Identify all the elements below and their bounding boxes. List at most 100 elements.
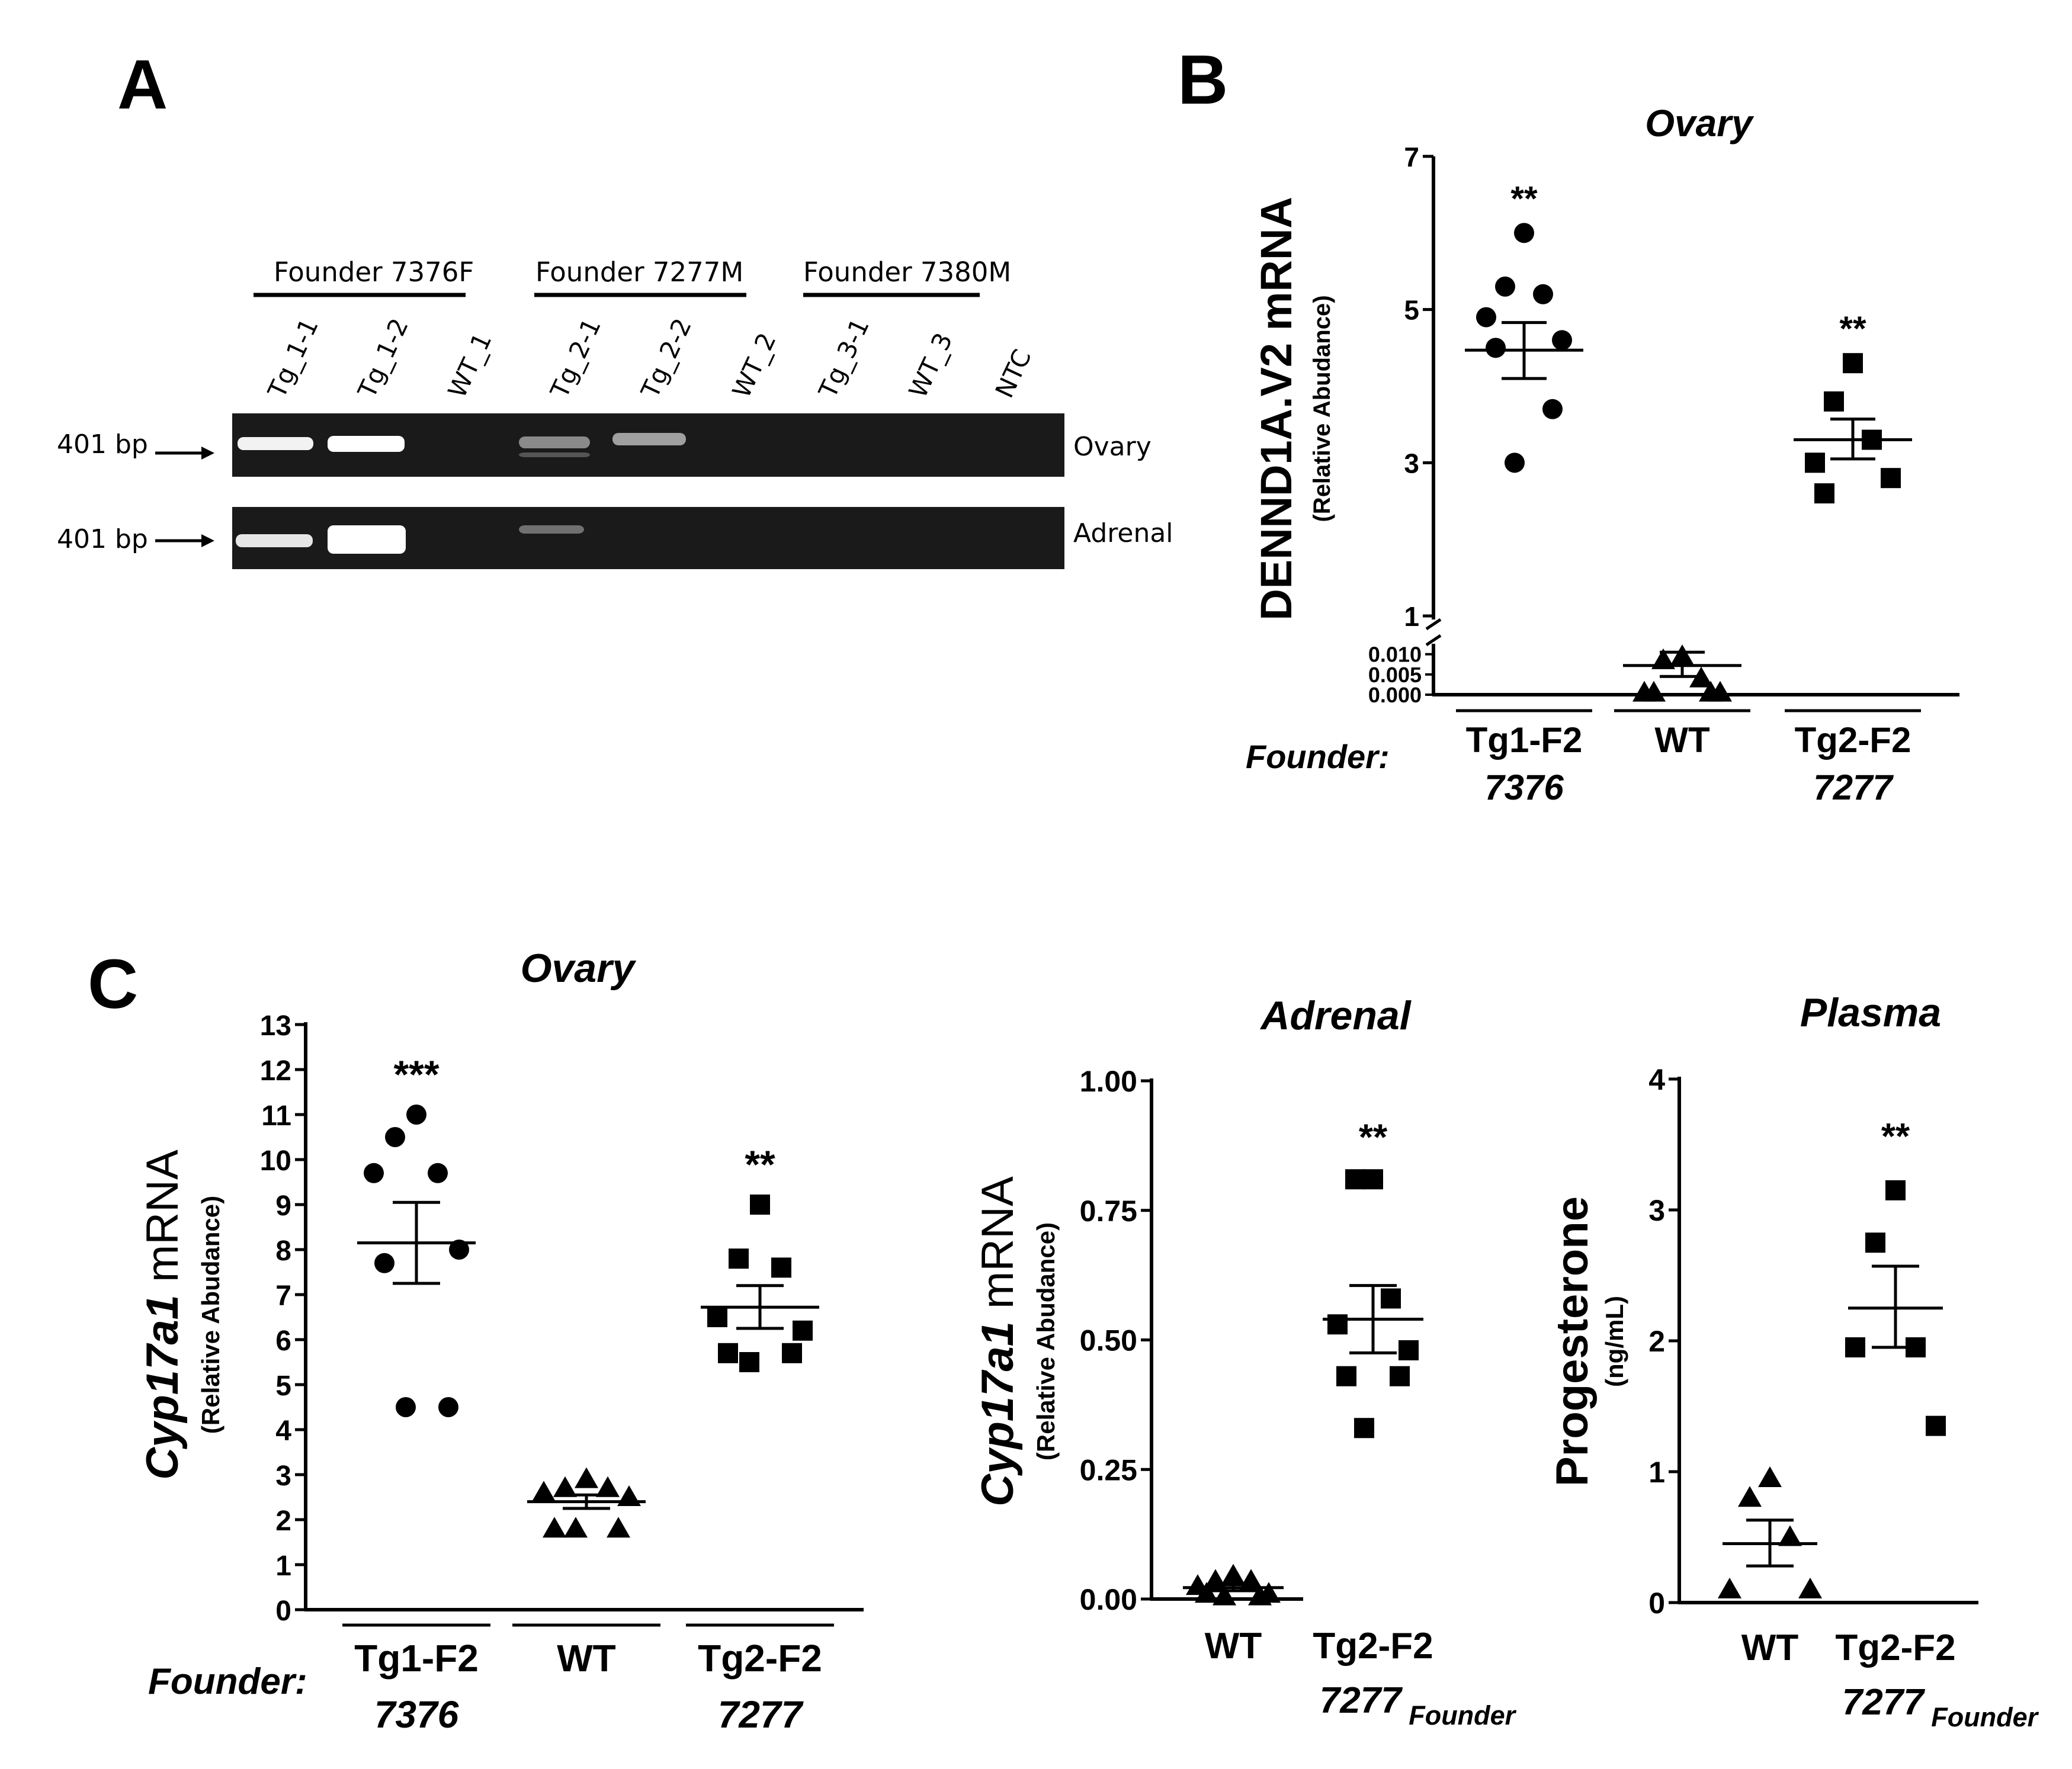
gel-band bbox=[236, 534, 313, 547]
data-point-square bbox=[1865, 1232, 1885, 1253]
data-point-circle bbox=[374, 1253, 394, 1273]
y-tick-label: 0.000 bbox=[1368, 683, 1422, 707]
data-point-circle bbox=[1514, 223, 1534, 243]
data-point-triangle bbox=[1221, 1563, 1245, 1585]
chart-title: Plasma bbox=[1800, 990, 1941, 1035]
lane-label: NTC bbox=[990, 345, 1037, 402]
y-tick-label: 10 bbox=[260, 1145, 291, 1177]
y-tick-label: 11 bbox=[261, 1100, 291, 1132]
data-point-square bbox=[1354, 1418, 1374, 1439]
data-point-circle bbox=[428, 1163, 448, 1183]
category-founder-suffix: Founder bbox=[1401, 1700, 1517, 1731]
lane-label: Tg_2-1 bbox=[544, 314, 607, 403]
y-tick-label: 0 bbox=[1648, 1587, 1665, 1620]
chart-progesterone-plasma: 0 1 2 3 4 Plasma Progesterone (ng/mL) ** WT Tg2-F2… bbox=[1547, 990, 2039, 1732]
data-point-triangle bbox=[1798, 1577, 1822, 1598]
y-axis-sublabel: (Relative Abudance) bbox=[1032, 1222, 1060, 1460]
data-point-square bbox=[1814, 483, 1834, 504]
significance-label: ** bbox=[1881, 1116, 1910, 1157]
axis-break-mark bbox=[1425, 618, 1442, 631]
gel-band bbox=[328, 525, 406, 554]
y-axis-label: DENND1A.V2 mRNA bbox=[1252, 197, 1301, 620]
y-tick-label: 0.010 bbox=[1368, 643, 1422, 667]
lane-label: Tg_1-2 bbox=[352, 314, 414, 403]
data-point-triangle bbox=[596, 1476, 620, 1497]
y-tick-label: 0.25 bbox=[1080, 1453, 1137, 1487]
gel-band bbox=[238, 437, 313, 450]
y-tick-label: 0.50 bbox=[1080, 1324, 1137, 1357]
chart-title: Ovary bbox=[1645, 102, 1755, 145]
data-point-square bbox=[1336, 1366, 1356, 1386]
data-point-square bbox=[1845, 1337, 1865, 1358]
data-point-circle bbox=[1486, 338, 1506, 358]
gel-row-label-ovary: Ovary bbox=[1073, 432, 1152, 462]
y-tick-label: 13 bbox=[260, 1010, 291, 1042]
data-point-triangle bbox=[1699, 680, 1723, 702]
data-point-triangle bbox=[1642, 680, 1666, 702]
data-point-square bbox=[1390, 1366, 1410, 1386]
category-sublabel: 7277 Founder bbox=[1842, 1682, 2039, 1732]
y-axis-sublabel: (ng/mL) bbox=[1600, 1296, 1628, 1387]
data-point-triangle bbox=[1718, 1577, 1741, 1598]
data-point-circle bbox=[1542, 399, 1563, 419]
category-sublabel: 7376 bbox=[1484, 768, 1564, 807]
gel-row-label-adrenal: Adrenal bbox=[1073, 518, 1173, 548]
gel-band bbox=[519, 525, 584, 534]
y-tick-label: 3 bbox=[1404, 448, 1419, 479]
y-tick-label: 5 bbox=[275, 1370, 291, 1402]
data-point-triangle bbox=[575, 1467, 598, 1488]
data-point-circle bbox=[406, 1105, 426, 1125]
category-sublabel: 7376 bbox=[374, 1693, 459, 1736]
significance-label: ** bbox=[745, 1142, 775, 1186]
y-tick-label: 3 bbox=[1648, 1194, 1665, 1227]
data-point-circle bbox=[1476, 307, 1496, 328]
y-tick-label: 0.00 bbox=[1080, 1583, 1137, 1616]
gel-marker-adrenal: 401 bp bbox=[57, 524, 148, 554]
data-point-triangle bbox=[1651, 648, 1675, 669]
panel-label-b: B bbox=[1178, 41, 1228, 119]
lane-label: Tg_3-1 bbox=[813, 314, 875, 403]
y-tick-label: 7 bbox=[275, 1280, 291, 1312]
chart-title: Ovary bbox=[521, 946, 637, 991]
data-point-triangle bbox=[1248, 1584, 1272, 1606]
category-sublabel: 7277 Founder bbox=[1320, 1680, 1517, 1731]
gel-panel: Founder 7376F Founder 7277M Founder 7380M … bbox=[57, 256, 1173, 569]
y-tick-label: 2 bbox=[1648, 1325, 1665, 1358]
category-label: WT bbox=[1205, 1626, 1262, 1667]
gel-band bbox=[519, 436, 590, 448]
arrow-icon bbox=[155, 534, 214, 547]
category-label: Tg2-F2 bbox=[698, 1637, 822, 1680]
y-tick-label: 1 bbox=[1404, 601, 1419, 632]
category-label: WT bbox=[557, 1637, 616, 1680]
data-point-square bbox=[739, 1352, 759, 1372]
y-axis-label-gene: Cyp17a1 bbox=[137, 1295, 188, 1480]
y-axis-label: Cyp17a1 mRNA bbox=[973, 1176, 1023, 1507]
arrow-icon bbox=[155, 447, 214, 460]
panel-label-a: A bbox=[117, 46, 168, 124]
gel-band bbox=[612, 433, 686, 445]
y-tick-label: 7 bbox=[1404, 142, 1419, 172]
category-label: WT bbox=[1741, 1627, 1799, 1668]
y-axis-label: Cyp17a1 mRNA bbox=[137, 1150, 188, 1480]
data-point-triangle bbox=[564, 1517, 588, 1538]
lane-label: WT_2 bbox=[727, 328, 782, 402]
category-founder-suffix: Founder bbox=[1924, 1702, 2039, 1732]
data-point-square bbox=[707, 1307, 727, 1327]
y-axis-sublabel: (Relative Abudance) bbox=[1309, 295, 1335, 522]
data-point-triangle bbox=[1213, 1584, 1236, 1606]
data-point-circle bbox=[1505, 452, 1525, 473]
y-tick-label: 3 bbox=[275, 1460, 291, 1492]
y-tick-label: 6 bbox=[275, 1325, 291, 1357]
lane-label: Tg_1-1 bbox=[262, 314, 324, 403]
data-point-square bbox=[1327, 1314, 1348, 1335]
data-point-circle bbox=[1533, 284, 1553, 304]
data-point-triangle bbox=[607, 1517, 630, 1538]
gel-band bbox=[519, 452, 590, 457]
data-point-square bbox=[1926, 1415, 1946, 1436]
gel-band bbox=[328, 436, 405, 452]
y-tick-label: 8 bbox=[275, 1235, 291, 1267]
data-point-triangle bbox=[1778, 1525, 1802, 1546]
founder-label: Founder 7380M bbox=[803, 256, 1011, 288]
